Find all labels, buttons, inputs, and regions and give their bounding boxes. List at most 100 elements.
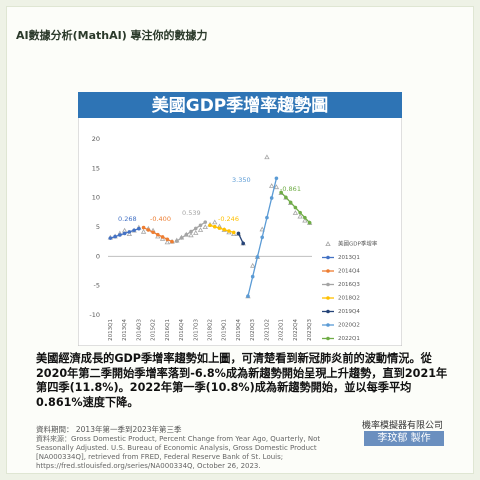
data-point bbox=[259, 226, 265, 232]
data-point bbox=[302, 217, 308, 223]
trend-point bbox=[151, 230, 155, 235]
data-point bbox=[126, 231, 133, 237]
x-tick-label: 2022Q4 bbox=[293, 319, 299, 341]
x-tick-label: 2016Q1 bbox=[165, 319, 171, 341]
trend-point bbox=[108, 236, 113, 240]
y-tick-label: -5 bbox=[94, 282, 100, 290]
legend-label: 2019Q4 bbox=[338, 309, 360, 315]
trend-point bbox=[307, 220, 312, 225]
data-point bbox=[268, 183, 275, 188]
legend-label: 2020Q2 bbox=[338, 323, 360, 329]
trend-point bbox=[250, 274, 255, 279]
trend-point bbox=[260, 235, 264, 240]
x-tick-label: 2019Q4 bbox=[236, 319, 242, 341]
x-tick-label: 2014Q3 bbox=[136, 319, 142, 341]
y-tick-label: 5 bbox=[96, 223, 100, 231]
trend-point bbox=[217, 226, 222, 230]
data-point bbox=[159, 235, 166, 241]
x-tick-label: 2019Q1 bbox=[222, 319, 228, 341]
trend-point bbox=[203, 220, 208, 224]
data-point bbox=[164, 239, 170, 245]
trend-point bbox=[284, 195, 288, 200]
legend-label: 2016Q3 bbox=[338, 282, 360, 288]
trend-point bbox=[265, 215, 269, 220]
legend-label: 2013Q1 bbox=[338, 255, 360, 261]
trend-point bbox=[122, 231, 127, 236]
legend-marker bbox=[326, 309, 330, 314]
trend-point bbox=[113, 234, 117, 239]
trend-line bbox=[237, 233, 244, 244]
data-point bbox=[250, 262, 256, 268]
trend-point bbox=[269, 196, 274, 200]
trend-point bbox=[156, 232, 160, 237]
trend-point bbox=[174, 239, 179, 243]
data-point bbox=[140, 228, 147, 234]
trend-point bbox=[274, 176, 279, 181]
trend-point bbox=[222, 227, 227, 232]
data-point bbox=[188, 232, 194, 238]
trend-point bbox=[198, 223, 203, 228]
trend-point bbox=[127, 230, 132, 234]
trend-point bbox=[179, 236, 184, 240]
trend-point bbox=[279, 190, 283, 195]
trend-point bbox=[193, 226, 198, 231]
legend-label: 2014Q4 bbox=[338, 269, 360, 275]
source-period: 資料期間： 2013年第一季到2023年第三季 bbox=[36, 425, 182, 434]
legend-marker bbox=[326, 336, 330, 341]
y-tick-label: 15 bbox=[92, 164, 100, 172]
trend-point bbox=[298, 210, 302, 215]
trend-point bbox=[246, 294, 250, 299]
legend-marker bbox=[326, 255, 330, 260]
trend-point bbox=[165, 237, 170, 242]
x-tick-label: 2015Q2 bbox=[151, 319, 157, 341]
data-point bbox=[193, 230, 199, 235]
annotation: -0.246 bbox=[218, 215, 239, 223]
x-tick-label: 2022Q1 bbox=[279, 319, 285, 341]
trend-point bbox=[141, 225, 146, 230]
y-tick-label: 0 bbox=[96, 252, 100, 260]
source-text: 資料來源：Gross Domestic Product, Percent Cha… bbox=[36, 435, 321, 470]
legend-label: 2022Q1 bbox=[338, 336, 360, 342]
data-point bbox=[155, 233, 161, 239]
legend-marker bbox=[326, 269, 330, 273]
y-tick-label: -10 bbox=[89, 311, 100, 319]
chart-title: 美國GDP季增率趨勢圖 bbox=[152, 95, 329, 116]
header-title: AI數據分析(MathAI) 專注你的數據力 bbox=[16, 29, 208, 42]
annotation: -0.400 bbox=[150, 215, 171, 223]
title-bar bbox=[78, 92, 402, 118]
annotation: -0.861 bbox=[280, 185, 301, 193]
author: 李玟郁 製作 bbox=[364, 431, 444, 446]
trend-point bbox=[293, 205, 298, 210]
legend-marker bbox=[326, 296, 330, 300]
trend-point bbox=[288, 200, 293, 205]
x-tick-label: 2021Q2 bbox=[264, 319, 270, 341]
trend-point bbox=[208, 223, 212, 228]
trend-point bbox=[184, 232, 189, 237]
x-tick-label: 2013Q1 bbox=[108, 319, 114, 341]
data-point bbox=[297, 213, 303, 219]
data-point bbox=[264, 154, 270, 160]
data-point bbox=[292, 210, 299, 215]
x-tick-label: 2013Q4 bbox=[122, 319, 128, 341]
x-tick-label: 2017Q3 bbox=[193, 319, 199, 341]
trend-point bbox=[118, 233, 122, 237]
x-tick-label: 2020Q3 bbox=[250, 319, 256, 341]
trend-point bbox=[146, 228, 151, 232]
trend-point bbox=[160, 235, 165, 239]
trend-point bbox=[231, 230, 236, 235]
chart-panel bbox=[78, 92, 402, 346]
trend-point bbox=[132, 228, 136, 233]
trend-point bbox=[255, 255, 260, 259]
trend-point bbox=[241, 241, 246, 246]
legend-marker bbox=[325, 241, 331, 247]
y-tick-label: 20 bbox=[92, 135, 100, 143]
annotation: 0.539 bbox=[182, 209, 201, 217]
trend-point bbox=[227, 229, 231, 233]
trend-point bbox=[212, 224, 217, 229]
legend-marker bbox=[326, 282, 330, 287]
legend-marker bbox=[326, 323, 330, 327]
description: 美國經濟成長的GDP季增率趨勢如上圖，可清楚看到新冠肺炎前的波動情況。從2020… bbox=[36, 352, 448, 409]
annotation: 0.268 bbox=[118, 215, 137, 223]
trend-point bbox=[236, 231, 241, 236]
